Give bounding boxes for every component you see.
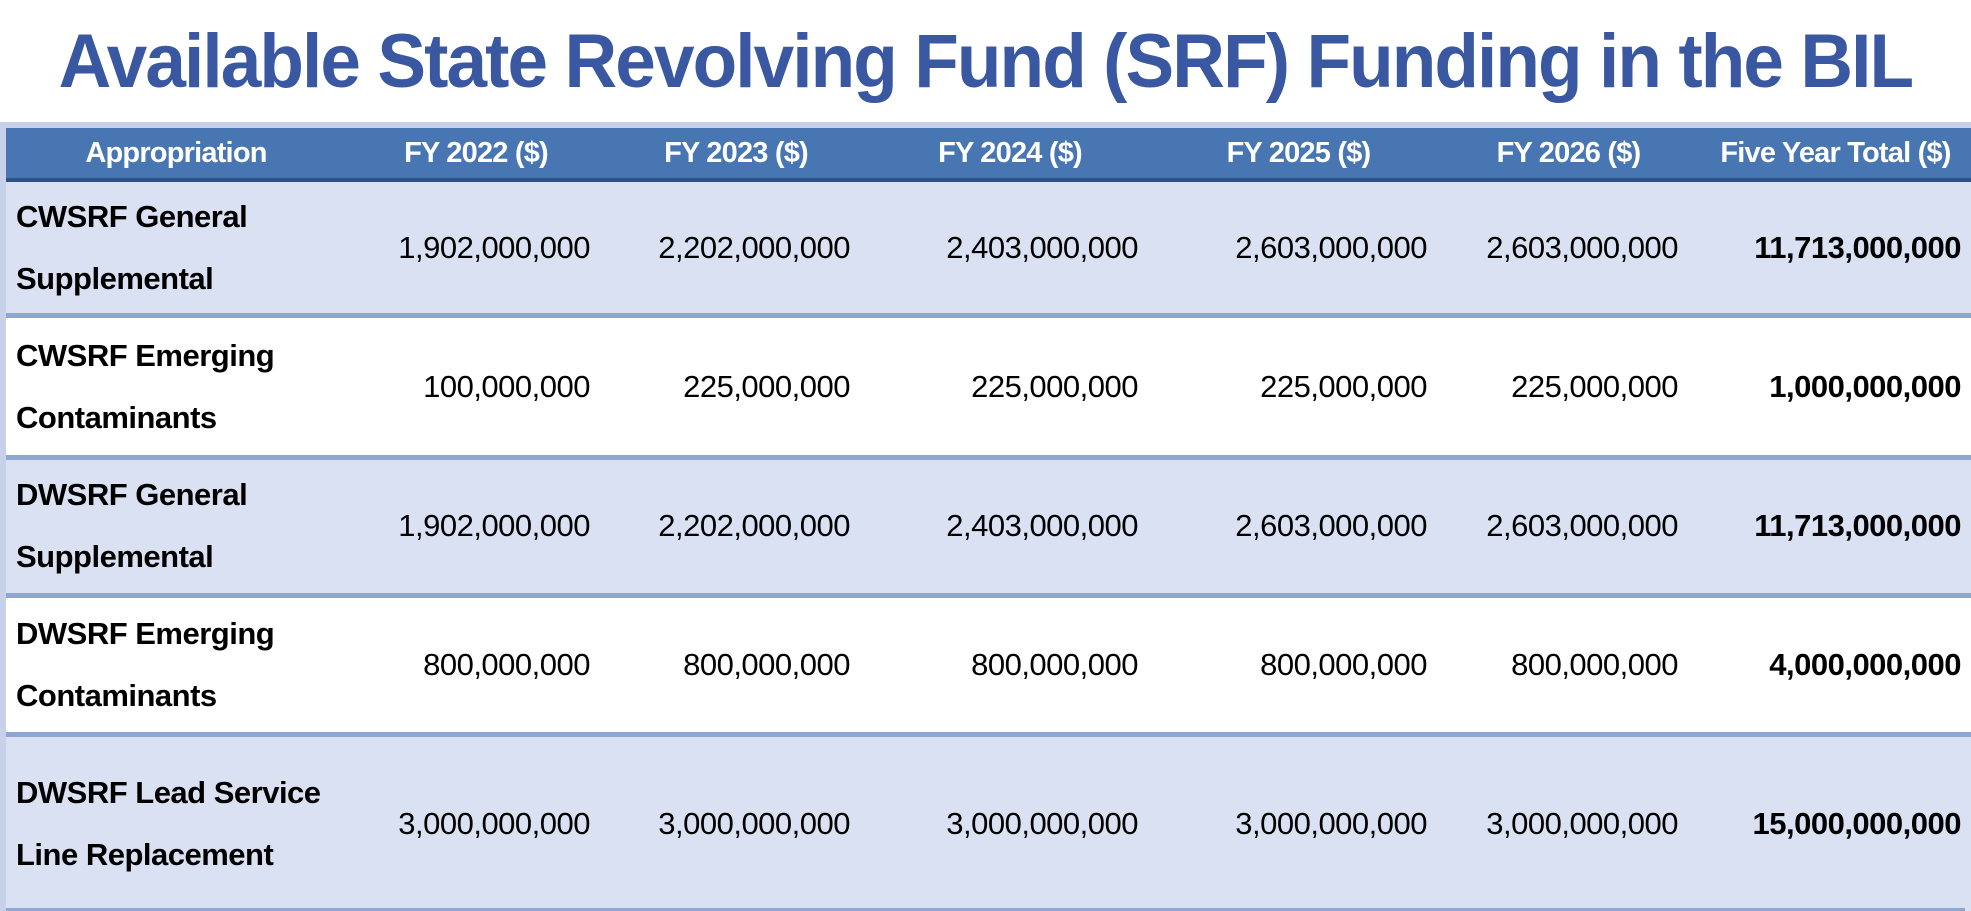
fy-amount-cell: 225,000,000 bbox=[1443, 313, 1694, 458]
fy-amount-cell: 800,000,000 bbox=[866, 592, 1154, 735]
fy-amount-cell: 2,603,000,000 bbox=[1154, 454, 1443, 596]
fy-amount-cell: 2,603,000,000 bbox=[1443, 180, 1694, 316]
srf-funding-table: Appropriation FY 2022 ($) FY 2023 ($) FY… bbox=[6, 128, 1971, 911]
fy-amount-cell: 100,000,000 bbox=[346, 313, 606, 458]
fy-amount-cell: 3,000,000,000 bbox=[1443, 731, 1694, 911]
table-header: Appropriation FY 2022 ($) FY 2023 ($) FY… bbox=[6, 128, 1971, 182]
srf-funding-table-wrap: Appropriation FY 2022 ($) FY 2023 ($) FY… bbox=[0, 122, 1971, 911]
title-bar: Available State Revolving Fund (SRF) Fun… bbox=[0, 0, 1971, 122]
header-row: Appropriation FY 2022 ($) FY 2023 ($) FY… bbox=[6, 128, 1971, 182]
fy-amount-cell: 3,000,000,000 bbox=[606, 731, 866, 911]
header-cell-five-year-total: Five Year Total ($) bbox=[1694, 128, 1971, 182]
fy-amount-cell: 800,000,000 bbox=[1154, 592, 1443, 735]
fy-amount-cell: 3,000,000,000 bbox=[866, 731, 1154, 911]
fy-amount-cell: 2,202,000,000 bbox=[606, 454, 866, 596]
header-cell-appropriation: Appropriation bbox=[6, 128, 346, 182]
appropriation-cell: DWSRF General Supplemental bbox=[6, 454, 346, 596]
appropriation-cell: DWSRF Lead Service Line Replacement bbox=[6, 731, 346, 911]
table-row: DWSRF Lead Service Line Replacement 3,000… bbox=[6, 731, 1971, 911]
fy-amount-cell: 2,403,000,000 bbox=[866, 180, 1154, 316]
page-title: Available State Revolving Fund (SRF) Fun… bbox=[58, 18, 1914, 104]
table-body: CWSRF General Supplemental 1,902,000,000 2… bbox=[6, 180, 1971, 911]
fy-amount-cell: 2,603,000,000 bbox=[1154, 180, 1443, 316]
appropriation-cell: CWSRF Emerging Contaminants bbox=[6, 313, 346, 458]
appropriation-cell: DWSRF Emerging Contaminants bbox=[6, 592, 346, 735]
fy-amount-cell: 3,000,000,000 bbox=[346, 731, 606, 911]
table-row: CWSRF General Supplemental 1,902,000,000 2… bbox=[6, 180, 1971, 316]
header-cell-fy2025: FY 2025 ($) bbox=[1154, 128, 1443, 182]
fy-amount-cell: 800,000,000 bbox=[606, 592, 866, 735]
table-row: DWSRF Emerging Contaminants 800,000,000 80… bbox=[6, 592, 1971, 735]
fy-amount-cell: 2,403,000,000 bbox=[866, 454, 1154, 596]
five-year-total-cell: 15,000,000,000 bbox=[1694, 731, 1971, 911]
header-cell-fy2026: FY 2026 ($) bbox=[1443, 128, 1694, 182]
fy-amount-cell: 1,902,000,000 bbox=[346, 180, 606, 316]
fy-amount-cell: 225,000,000 bbox=[866, 313, 1154, 458]
fy-amount-cell: 2,202,000,000 bbox=[606, 180, 866, 316]
five-year-total-cell: 4,000,000,000 bbox=[1694, 592, 1971, 735]
fy-amount-cell: 225,000,000 bbox=[606, 313, 866, 458]
table-bottom-divider bbox=[6, 908, 1965, 911]
fy-amount-cell: 225,000,000 bbox=[1154, 313, 1443, 458]
fy-amount-cell: 3,000,000,000 bbox=[1154, 731, 1443, 911]
five-year-total-cell: 11,713,000,000 bbox=[1694, 454, 1971, 596]
five-year-total-cell: 11,713,000,000 bbox=[1694, 180, 1971, 316]
five-year-total-cell: 1,000,000,000 bbox=[1694, 313, 1971, 458]
appropriation-cell: CWSRF General Supplemental bbox=[6, 180, 346, 316]
header-cell-fy2024: FY 2024 ($) bbox=[866, 128, 1154, 182]
fy-amount-cell: 1,902,000,000 bbox=[346, 454, 606, 596]
fy-amount-cell: 800,000,000 bbox=[1443, 592, 1694, 735]
header-cell-fy2023: FY 2023 ($) bbox=[606, 128, 866, 182]
fy-amount-cell: 800,000,000 bbox=[346, 592, 606, 735]
table-row: CWSRF Emerging Contaminants 100,000,000 22… bbox=[6, 313, 1971, 458]
header-cell-fy2022: FY 2022 ($) bbox=[346, 128, 606, 182]
fy-amount-cell: 2,603,000,000 bbox=[1443, 454, 1694, 596]
table-row: DWSRF General Supplemental 1,902,000,000 2… bbox=[6, 454, 1971, 596]
